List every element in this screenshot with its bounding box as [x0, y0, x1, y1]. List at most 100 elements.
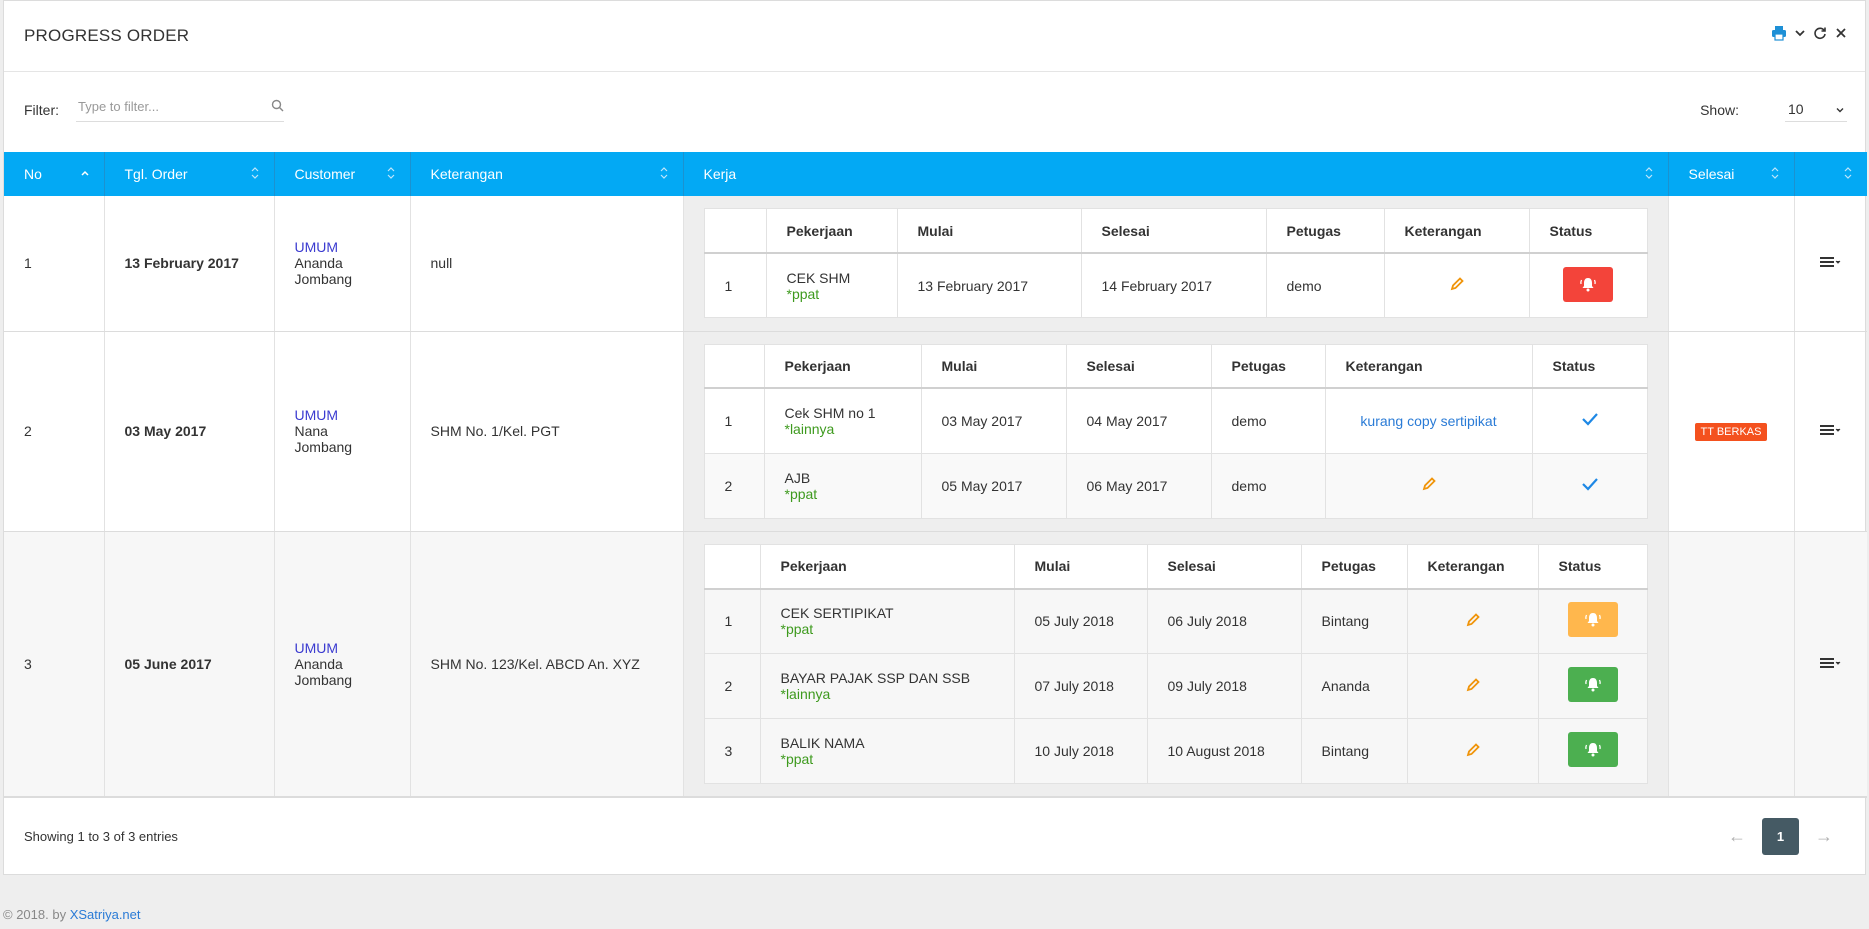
page-button-current[interactable]: 1 [1762, 818, 1799, 855]
customer-type[interactable]: UMUM [294, 239, 339, 256]
job-keterangan [1406, 718, 1539, 784]
row-menu-icon[interactable] [1819, 656, 1842, 673]
row-menu-icon[interactable] [1819, 423, 1842, 440]
bell-icon [1580, 277, 1596, 291]
job-status [1537, 588, 1648, 654]
inner-col-no [703, 544, 761, 590]
col-header-customer[interactable]: Customer [274, 152, 411, 196]
job-row: 2 AJB *ppat 05 May 2017 06 May 2017 demo [703, 452, 1648, 519]
customer-type[interactable]: UMUM [294, 407, 339, 423]
job-status [1531, 452, 1648, 519]
customer-cell: UMUM Ananda Jombang [274, 196, 411, 332]
status-alarm-button[interactable] [1567, 732, 1618, 767]
sort-icon [1770, 166, 1780, 183]
job-row: 1 Cek SHM no 1 *lainnya 03 May 2017 04 Ma… [703, 387, 1648, 454]
page-size-value: 10 [1788, 101, 1804, 117]
inner-col-no [703, 343, 765, 389]
job-mulai: 03 May 2017 [920, 387, 1067, 454]
job-name: CEK SHM [786, 269, 851, 286]
search-icon[interactable] [271, 99, 284, 115]
col-header-tgl-order[interactable]: Tgl. Order [104, 152, 275, 196]
row-menu-icon[interactable] [1819, 255, 1842, 272]
row-menu-cell [1794, 196, 1867, 332]
check-icon [1581, 413, 1599, 429]
job-selesai: 10 August 2018 [1146, 718, 1302, 784]
job-keterangan [1383, 252, 1530, 319]
table-row: 3 05 June 2017 UMUM Ananda Jombang SHM N… [4, 531, 1867, 798]
page-size-select[interactable]: 10 [1785, 92, 1847, 122]
job-name: BAYAR PAJAK SSP DAN SSB [780, 670, 971, 686]
table-row: 2 03 May 2017 UMUM Nana Jombang SHM No. … [4, 331, 1867, 532]
close-icon[interactable] [1835, 27, 1847, 39]
pencil-icon[interactable] [1421, 477, 1437, 495]
order-date: 05 June 2017 [104, 531, 275, 798]
job-mulai: 05 May 2017 [920, 452, 1067, 519]
job-no: 3 [703, 718, 761, 784]
job-keterangan [1406, 653, 1539, 719]
job-name-cell: BAYAR PAJAK SSP DAN SSB *lainnya [759, 653, 1015, 719]
pencil-icon[interactable] [1465, 677, 1481, 696]
next-page-button[interactable]: → [1815, 826, 1833, 846]
inner-col-pekerjaan: Pekerjaan [759, 544, 1015, 590]
inner-col-keterangan: Keterangan [1406, 544, 1539, 590]
job-status [1528, 252, 1648, 319]
job-name-cell: BALIK NAMA *ppat [759, 718, 1015, 784]
col-header-keterangan[interactable]: Keterangan [410, 152, 684, 196]
filter-input[interactable] [76, 92, 256, 120]
job-keterangan-link[interactable]: kurang copy sertipikat [1324, 387, 1533, 454]
job-name-cell: Cek SHM no 1 *lainnya [763, 387, 922, 454]
copyright-link[interactable]: XSatriya.net [69, 907, 141, 922]
job-petugas: demo [1265, 252, 1385, 319]
job-name: BALIK NAMA [780, 735, 865, 751]
refresh-icon[interactable] [1813, 26, 1827, 40]
table-row: 1 13 February 2017 UMUM Ananda Jombang n… [4, 196, 1867, 332]
customer-name: Nana [294, 423, 328, 439]
col-header-selesai[interactable]: Selesai [1668, 152, 1795, 196]
col-header-actions[interactable] [1794, 152, 1867, 196]
chevron-down-icon[interactable] [1795, 28, 1805, 38]
job-selesai: 14 February 2017 [1080, 252, 1267, 319]
job-selesai: 06 May 2017 [1065, 452, 1212, 519]
entries-info: Showing 1 to 3 of 3 entries [24, 829, 178, 844]
pencil-icon[interactable] [1465, 612, 1481, 631]
filter-box [76, 92, 284, 122]
customer-name: Ananda [294, 255, 343, 272]
job-no: 1 [703, 252, 767, 319]
copyright: © 2018. by XSatriya.net [3, 907, 141, 922]
order-no: 3 [4, 531, 105, 798]
col-header-kerja[interactable]: Kerja [683, 152, 1669, 196]
job-status [1537, 718, 1648, 784]
job-petugas: demo [1210, 387, 1326, 454]
pencil-icon[interactable] [1449, 277, 1465, 295]
jobs-table: Pekerjaan Mulai Selesai Petugas Keterang… [703, 343, 1648, 519]
inner-col-status: Status [1537, 544, 1648, 590]
job-selesai: 06 July 2018 [1146, 588, 1302, 654]
job-keterangan [1324, 452, 1533, 519]
bell-icon [1584, 743, 1601, 757]
table-footer: Showing 1 to 3 of 3 entries ← 1 → [4, 796, 1867, 876]
pencil-icon[interactable] [1465, 742, 1481, 761]
prev-page-button[interactable]: ← [1728, 826, 1746, 846]
col-header-no[interactable]: No [4, 152, 105, 196]
inner-col-selesai: Selesai [1146, 544, 1302, 590]
status-alarm-button[interactable] [1563, 266, 1613, 302]
print-icon[interactable] [1771, 25, 1787, 41]
customer-type[interactable]: UMUM [294, 640, 339, 656]
inner-col-selesai: Selesai [1065, 343, 1212, 389]
status-badge: TT BERKAS [1694, 422, 1768, 441]
sort-icon [1644, 166, 1654, 183]
order-keterangan: SHM No. 123/Kel. ABCD An. XYZ [410, 531, 684, 798]
panel-tools [1771, 25, 1847, 41]
show-label: Show: [1700, 102, 1739, 118]
inner-col-pekerjaan: Pekerjaan [763, 343, 922, 389]
status-alarm-button[interactable] [1567, 602, 1618, 638]
inner-col-no [703, 208, 767, 254]
inner-col-pekerjaan: Pekerjaan [765, 208, 898, 254]
job-tag: *ppat [784, 485, 818, 502]
job-tag: *lainnya [784, 420, 835, 437]
orders-table: No Tgl. Order Customer Keterangan Kerja … [4, 152, 1867, 798]
status-alarm-button[interactable] [1567, 667, 1618, 702]
jobs-table: Pekerjaan Mulai Selesai Petugas Keterang… [703, 544, 1648, 784]
job-row: 3 BALIK NAMA *ppat 10 July 2018 10 August… [703, 718, 1648, 784]
job-name-cell: CEK SERTIPIKAT *ppat [759, 588, 1015, 654]
